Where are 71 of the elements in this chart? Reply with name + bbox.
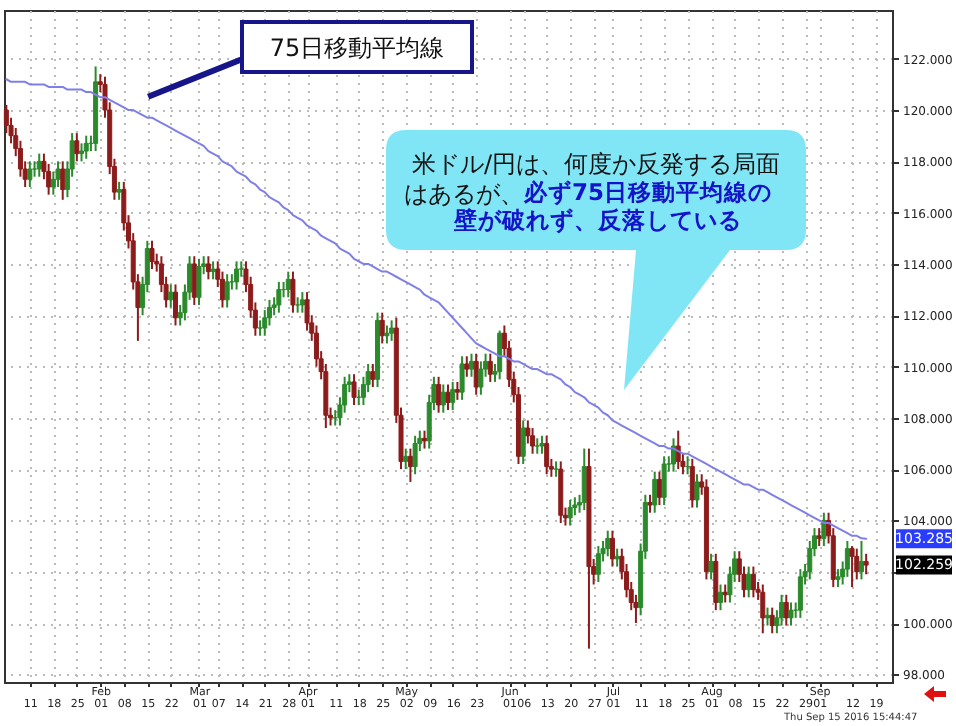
candlestick <box>497 329 503 381</box>
candlestick <box>661 455 667 507</box>
candlestick <box>46 162 52 196</box>
candlestick <box>168 283 174 309</box>
candlestick <box>609 529 615 568</box>
candlestick <box>276 280 282 314</box>
candlestick <box>436 375 442 414</box>
candlestick <box>858 539 864 581</box>
candlestick <box>224 273 230 309</box>
candlestick <box>797 568 803 619</box>
candlestick <box>671 437 677 473</box>
line-series <box>5 78 868 540</box>
candlestick <box>83 134 89 160</box>
candlestick <box>605 529 611 558</box>
candlestick <box>689 457 695 509</box>
candlestick <box>445 383 451 412</box>
candlestick <box>149 239 155 271</box>
candlestick <box>3 103 9 135</box>
candlestick <box>713 552 719 612</box>
candlestick <box>530 427 536 455</box>
candlestick <box>788 601 794 627</box>
candlestick <box>595 545 601 583</box>
candlestick <box>370 362 376 389</box>
candlestick <box>760 583 766 635</box>
candlestick <box>27 160 33 188</box>
candlestick <box>821 511 827 548</box>
candlestick <box>74 132 80 163</box>
candlestick <box>553 460 559 478</box>
candlestick <box>295 296 301 314</box>
candlestick <box>60 160 66 201</box>
annotation: 壁が破れず、反落している <box>454 206 742 234</box>
candlestick <box>468 352 474 378</box>
annotation: はあるが、 <box>404 180 524 208</box>
candlestick <box>379 311 385 345</box>
candlestick <box>544 434 550 476</box>
candlestick <box>854 547 860 581</box>
candlestick <box>675 429 681 471</box>
candlestick <box>389 319 395 342</box>
candlestick <box>718 583 724 612</box>
candlestick <box>351 373 357 406</box>
candlestick <box>750 565 756 599</box>
candlestick <box>55 160 61 188</box>
candlestick <box>234 260 240 291</box>
candlestick <box>403 447 409 471</box>
candlestick <box>205 255 211 281</box>
candlestick <box>459 355 465 401</box>
annotation: 必ず75日移動平均線の <box>524 178 773 206</box>
candlestick <box>844 539 850 578</box>
candlestick <box>520 419 526 465</box>
candlestick <box>558 460 564 524</box>
candlestick <box>849 545 855 589</box>
candlestick <box>464 355 470 378</box>
candlestick <box>652 470 658 514</box>
candlestick <box>299 291 305 314</box>
candlestick <box>746 565 752 599</box>
candlestick <box>412 434 418 476</box>
candlestick <box>694 473 700 509</box>
annotation: 75日移動平均線 <box>269 33 445 61</box>
candlestick <box>779 593 785 627</box>
candlestick <box>487 352 493 383</box>
candlestick <box>567 498 573 527</box>
candlestick <box>172 283 178 327</box>
candlestick <box>290 270 296 314</box>
candlestick <box>450 380 456 412</box>
annotation: 米ドル/円は、何度か反発する局面 <box>411 150 781 178</box>
candlestick <box>708 552 714 581</box>
candlestick <box>196 257 202 306</box>
candlestick <box>534 437 540 455</box>
candlestick <box>863 552 869 576</box>
candlestick <box>478 360 484 396</box>
candlestick <box>783 593 789 627</box>
